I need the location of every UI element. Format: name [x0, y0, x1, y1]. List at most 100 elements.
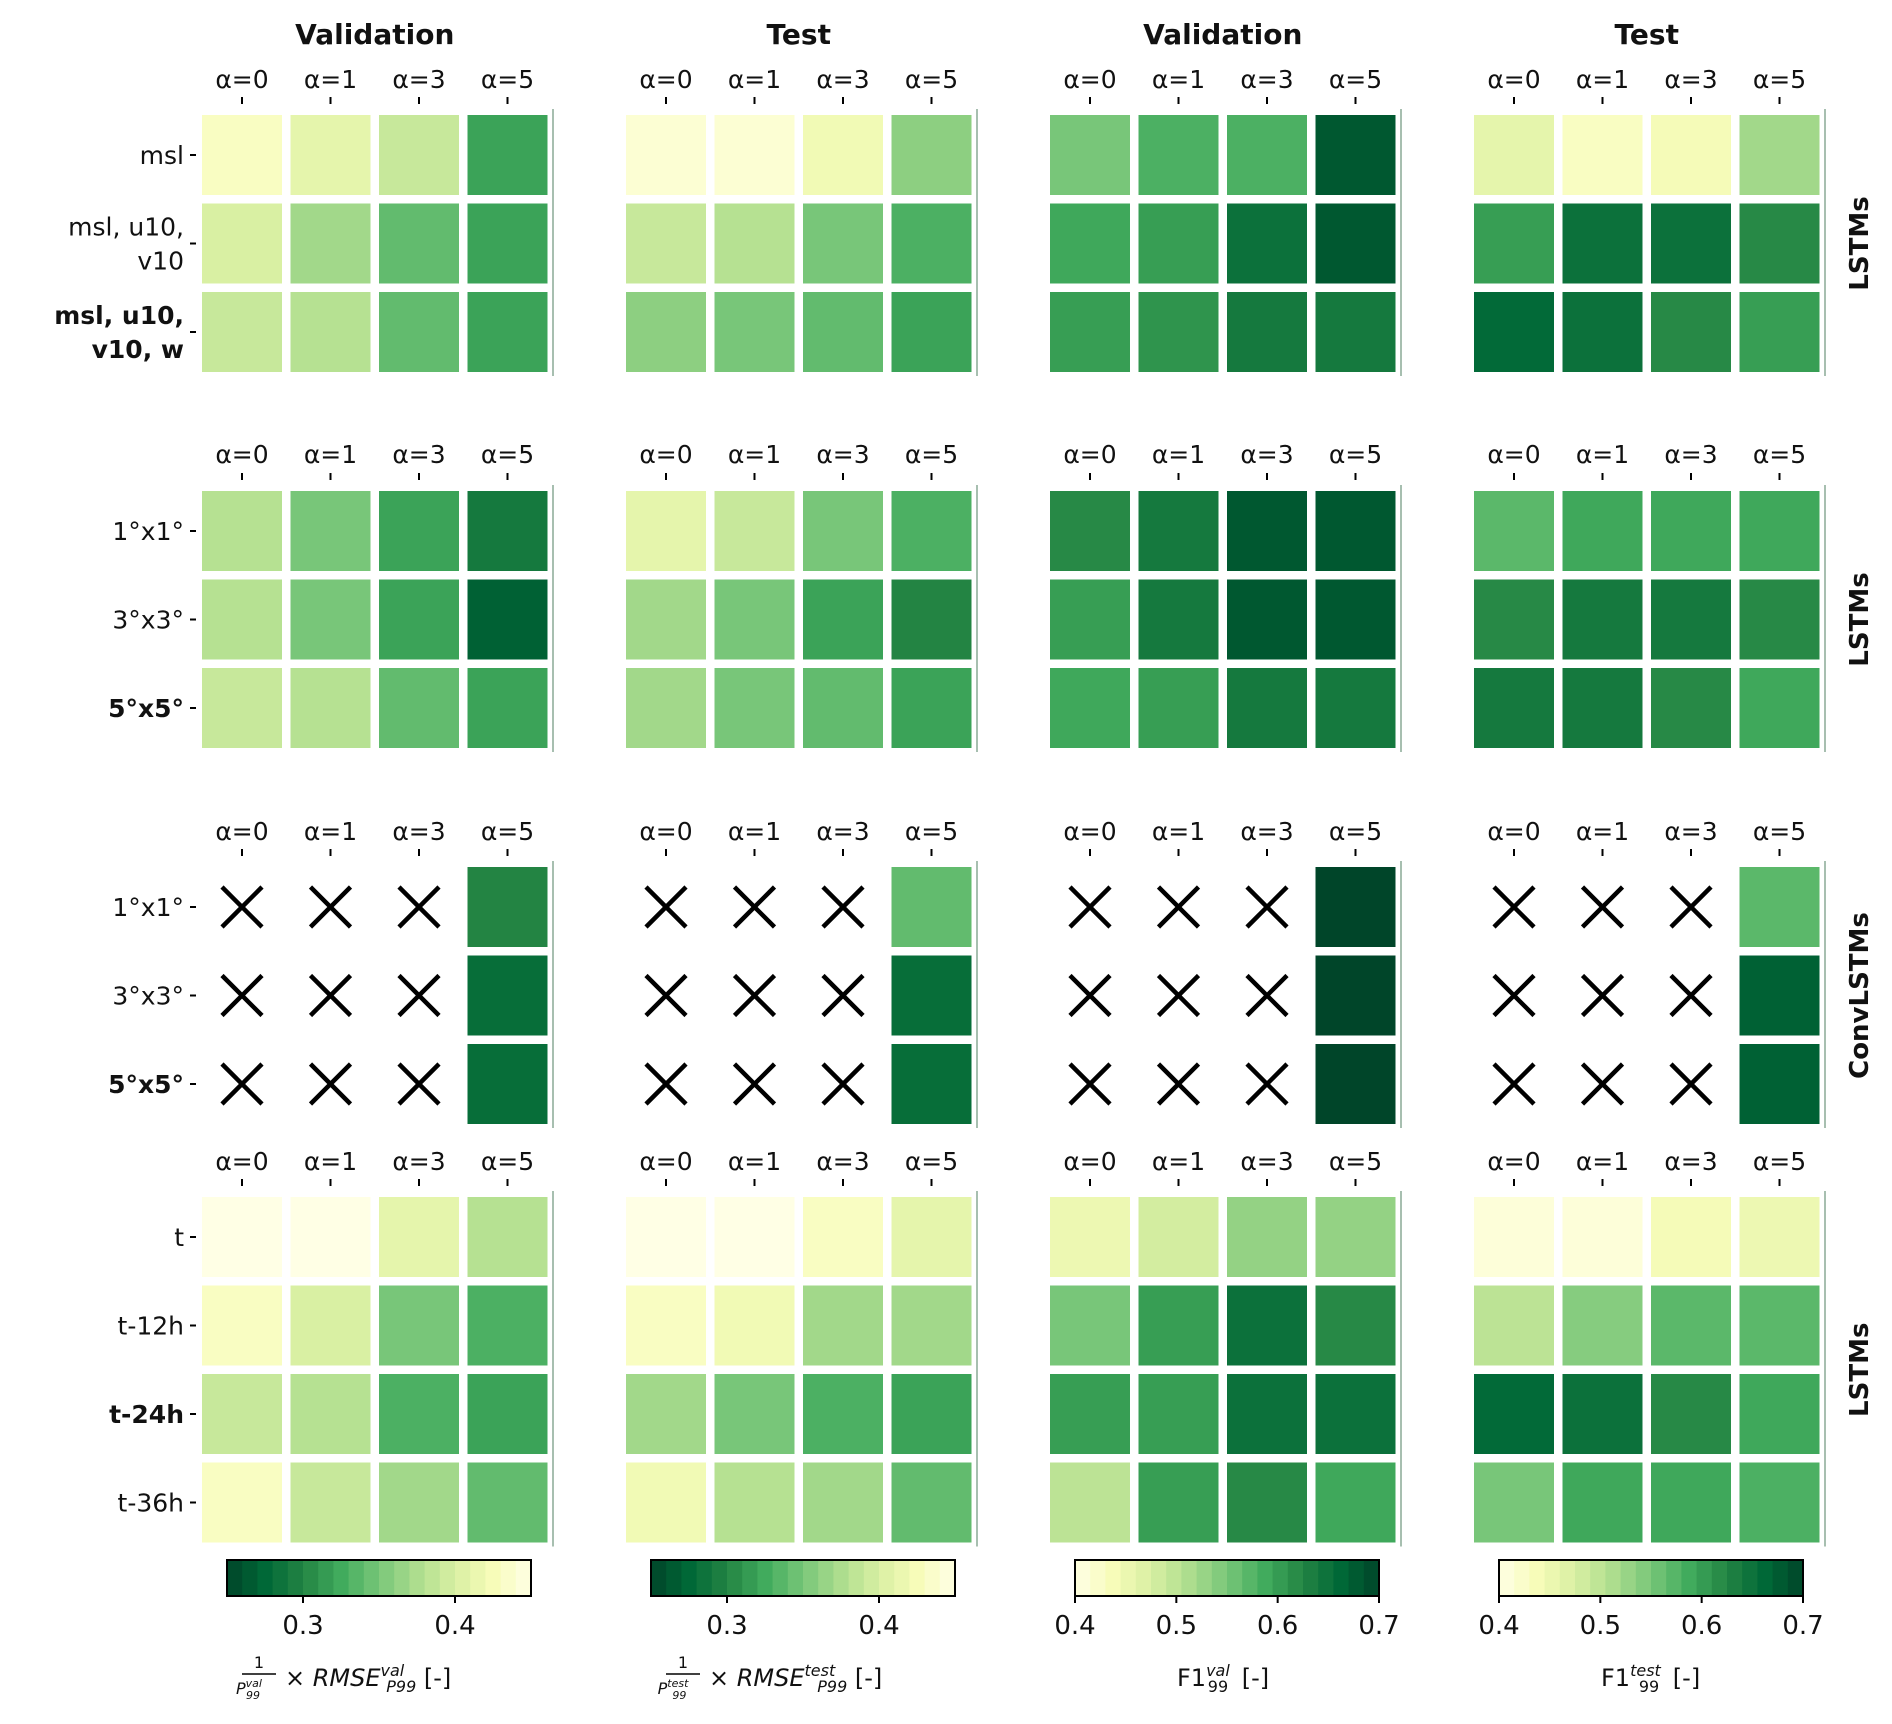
- heatmap-cell: [803, 668, 883, 748]
- colorbar-frame: [650, 1559, 956, 1597]
- alpha-tick-label: α=0: [1063, 65, 1116, 94]
- missing-cell-cross: [644, 973, 688, 1018]
- heatmap-cell: [379, 1462, 459, 1543]
- colorbar-segment: [1075, 1560, 1091, 1596]
- alpha-tick-label: α=1: [304, 817, 357, 846]
- heatmap-cell: [467, 491, 548, 571]
- heatmap-cell: [202, 668, 282, 748]
- group-label: ConvLSTMs: [1845, 912, 1875, 1079]
- colorbar-segment: [1651, 1560, 1667, 1596]
- colorbar-segment: [1529, 1560, 1546, 1596]
- alpha-tick-label: α=1: [304, 65, 357, 94]
- missing-cell-cross: [1669, 1062, 1713, 1106]
- colorbar-segment: [1727, 1560, 1743, 1596]
- alpha-tick-label: α=3: [392, 817, 445, 846]
- colorbar-segment: [363, 1560, 380, 1596]
- heatmap-cell: [467, 292, 548, 372]
- alpha-tick-label: α=5: [1329, 65, 1382, 94]
- colorbar-segment: [1272, 1560, 1289, 1596]
- colorbar-segment: [272, 1560, 289, 1596]
- colorbar-segment: [515, 1560, 532, 1596]
- colorbar-segment: [848, 1560, 865, 1596]
- missing-cell-cross: [644, 885, 688, 929]
- colorbar-segment: [681, 1560, 698, 1596]
- alpha-tick-label: α=5: [1329, 440, 1382, 469]
- alpha-tick-label: α=1: [728, 817, 781, 846]
- missing-cell-cross: [1580, 973, 1625, 1018]
- heatmap-cell: [1651, 579, 1731, 660]
- row-label: 3°x3°: [112, 606, 184, 635]
- heatmap-cell: [202, 1374, 282, 1454]
- missing-cell-cross: [308, 973, 353, 1018]
- alpha-tick-label: α=3: [1664, 1147, 1717, 1176]
- alpha-tick-label: α=3: [816, 65, 869, 94]
- alpha-tick-label: α=1: [1152, 1147, 1205, 1176]
- row-label: msl, u10,: [54, 301, 184, 330]
- heatmap-cell: [1138, 1197, 1219, 1277]
- heatmap-cell: [290, 203, 371, 284]
- colorbar-segment: [1090, 1560, 1106, 1596]
- heatmap-cell: [1651, 668, 1731, 748]
- alpha-tick-label: α=0: [639, 1147, 692, 1176]
- heatmap-cell: [1474, 1462, 1554, 1543]
- heatmap-cell: [1562, 1197, 1643, 1277]
- group-label: LSTMs: [1845, 196, 1875, 290]
- missing-cell-cross: [1068, 973, 1112, 1018]
- heatmap-cell: [626, 115, 706, 195]
- heatmap-cell: [803, 491, 883, 571]
- heatmap-cell: [626, 292, 706, 372]
- alpha-tick-label: α=3: [392, 1147, 445, 1176]
- heatmap-cell: [1562, 292, 1643, 372]
- heatmap-cell: [1562, 203, 1643, 284]
- colorbar-tick-label: 0.4: [1054, 1611, 1095, 1641]
- colorbar-segment: [303, 1560, 319, 1596]
- colorbar-frame: [1074, 1559, 1380, 1597]
- heatmap-cell: [714, 1197, 795, 1277]
- colorbar-segment: [1120, 1560, 1137, 1596]
- heatmap-cell: [1050, 1374, 1130, 1454]
- heatmap-cell: [1739, 292, 1820, 372]
- alpha-tick-label: α=3: [392, 440, 445, 469]
- heatmap-cell: [290, 668, 371, 748]
- alpha-tick-label: α=5: [481, 440, 534, 469]
- heatmap-cell: [467, 1462, 548, 1543]
- alpha-tick-label: α=5: [905, 65, 958, 94]
- colorbar-segment: [1757, 1560, 1774, 1596]
- alpha-tick-label: α=1: [1576, 440, 1629, 469]
- heatmap-cell: [1050, 579, 1130, 660]
- colorbar-segment: [863, 1560, 880, 1596]
- heatmap-cell: [202, 203, 282, 284]
- colorbar-segment: [879, 1560, 895, 1596]
- heatmap-cell: [1138, 579, 1219, 660]
- alpha-tick-label: α=5: [1753, 65, 1806, 94]
- heatmap-cell: [1227, 1197, 1307, 1277]
- alpha-tick-label: α=5: [1753, 1147, 1806, 1176]
- colorbar-segment: [757, 1560, 774, 1596]
- heatmap-cell: [1651, 292, 1731, 372]
- heatmap-cell: [1315, 1044, 1396, 1124]
- heatmap-cell: [1138, 292, 1219, 372]
- colorbar-segment: [1772, 1560, 1789, 1596]
- heatmap-cell: [1050, 1197, 1130, 1277]
- missing-cell-cross: [821, 1062, 865, 1106]
- alpha-tick-label: α=0: [639, 440, 692, 469]
- alpha-tick-label: α=3: [1240, 1147, 1293, 1176]
- heatmap-cell: [1050, 668, 1130, 748]
- alpha-tick-label: α=5: [905, 1147, 958, 1176]
- row-label: v10, w: [92, 335, 184, 364]
- heatmap-cell: [891, 292, 972, 372]
- heatmap-cell: [1050, 115, 1130, 195]
- heatmap-cell: [1138, 1462, 1219, 1543]
- alpha-tick-label: α=0: [1487, 65, 1540, 94]
- heatmap-cell: [891, 955, 972, 1036]
- column-title: Test: [767, 18, 831, 51]
- heatmap-cell: [467, 1374, 548, 1454]
- label-main: × RMSEtest P99 [-]: [709, 1661, 882, 1696]
- heatmap-cell: [1227, 1285, 1307, 1366]
- heatmap-cell: [1138, 1374, 1219, 1454]
- heatmap-cell: [1138, 491, 1219, 571]
- colorbar-segment: [333, 1560, 350, 1596]
- alpha-tick-label: α=1: [728, 1147, 781, 1176]
- label-main: F1test 99 [-]: [1601, 1661, 1700, 1696]
- colorbar-segment: [394, 1560, 410, 1596]
